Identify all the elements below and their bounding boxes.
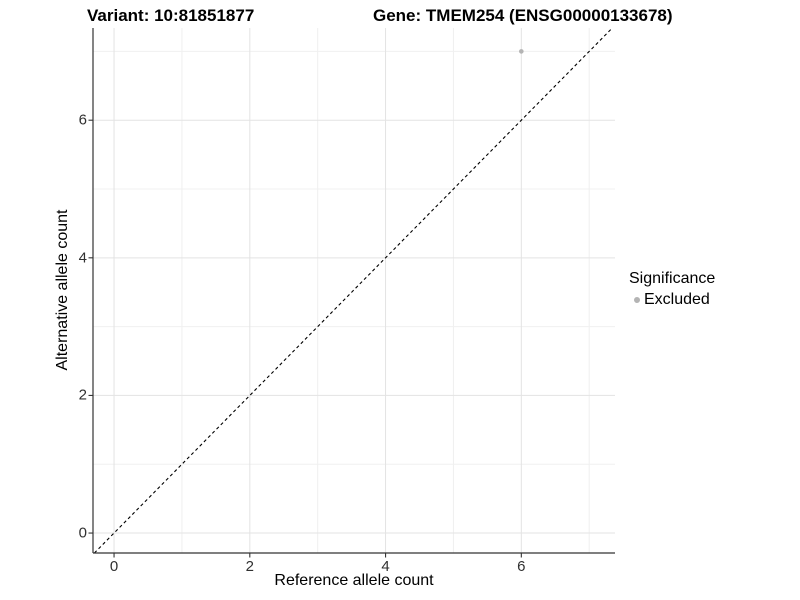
y-tick-label: 0 [78, 524, 87, 542]
identity-dashed-line [93, 27, 613, 554]
x-tick-label: 2 [245, 558, 254, 575]
y-axis-title: Alternative allele count [54, 209, 71, 371]
legend: Significance Excluded [629, 270, 715, 309]
excluded-point-icon [633, 297, 640, 303]
legend-key [629, 292, 644, 309]
y-tick-label: 2 [78, 386, 87, 404]
y-tick-label: 6 [78, 111, 87, 129]
x-tick-label: 6 [517, 558, 526, 575]
plot-title-gene: Gene: TMEM254 (ENSG00000133678) [373, 6, 673, 25]
plot-title-variant: Variant: 10:81851877 [87, 6, 255, 25]
x-tick-label: 4 [381, 558, 390, 575]
legend-item-excluded: Excluded [629, 291, 715, 309]
x-tick-label: 0 [109, 558, 119, 575]
legend-item-label: Excluded [644, 291, 710, 308]
data-point [519, 49, 524, 54]
y-tick-label: 4 [78, 249, 87, 267]
x-axis-title: Reference allele count [274, 572, 434, 589]
legend-title: Significance [629, 270, 716, 287]
